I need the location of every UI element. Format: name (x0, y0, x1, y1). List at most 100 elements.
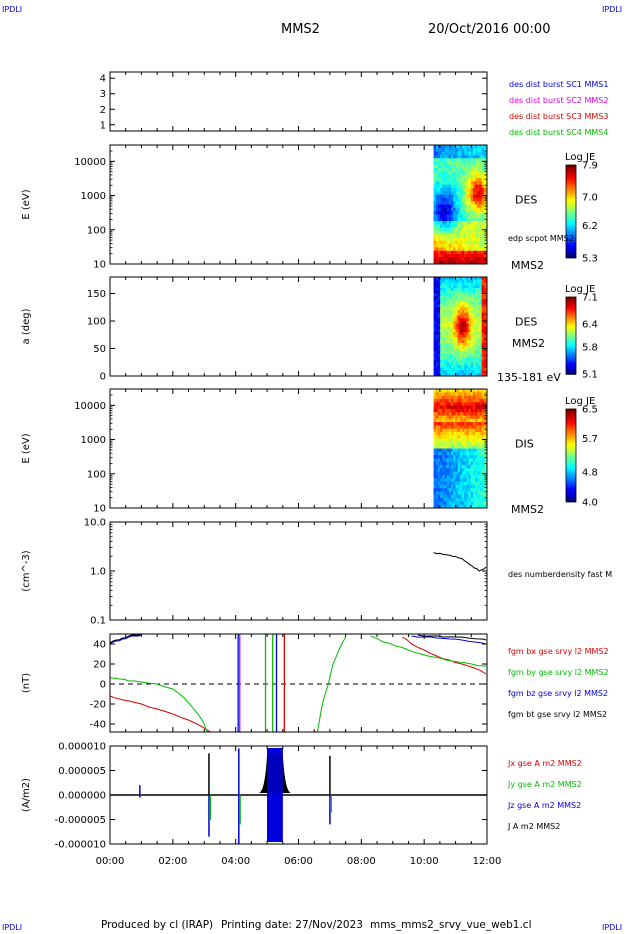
p2-heatmap-cell (455, 240, 459, 245)
p4-heatmap-cell (464, 458, 467, 463)
p3-heatmap-cell (433, 282, 437, 286)
p2-heatmap-cell (451, 184, 454, 189)
p4-heatmap-cell (479, 458, 483, 463)
p2-heatmap-cell (483, 148, 487, 153)
p2-heatmap-cell (483, 207, 487, 212)
p3-heatmap-cell (448, 365, 452, 369)
p3-heatmap-cell (462, 293, 465, 297)
p4-heatmap-cell (481, 484, 485, 489)
p4-heatmap-cell (453, 461, 456, 466)
p2-heatmap-cell (435, 214, 439, 219)
p4-heatmap-cell (433, 431, 437, 436)
p3-heatmap-cell (440, 315, 443, 319)
p3-heatmap-cell (446, 345, 450, 349)
p4-heatmap-cell (440, 412, 443, 416)
p4-heatmap-cell (442, 425, 445, 430)
p3-heatmap-cell (433, 334, 437, 338)
p2-heatmap-cell (477, 171, 480, 176)
p4-heatmap-cell (437, 474, 441, 479)
p4-heatmap-cell (448, 412, 452, 416)
p2-heatmap-cell (451, 201, 454, 205)
p3-heatmap-cell (444, 304, 448, 308)
p4-heatmap-cell (442, 478, 445, 482)
p2-heatmap-cell (437, 197, 441, 202)
p2-heatmap-cell (477, 254, 480, 258)
p3-colorbar-cell (566, 368, 576, 371)
p4-heatmap-cell (455, 405, 459, 410)
p4-heatmap-cell (466, 478, 469, 482)
p4-heatmap-cell (468, 458, 472, 463)
p2-heatmap-cell (464, 217, 467, 222)
p4-heatmap-cell (464, 448, 467, 453)
p3-heatmap-cell (468, 351, 472, 355)
p3-heatmap-cell (437, 296, 441, 300)
p4-heatmap-cell (462, 445, 465, 449)
p2-heatmap-cell (444, 221, 448, 225)
p4-heatmap-cell (437, 484, 441, 489)
p4-heatmap-cell (475, 451, 478, 456)
p4-heatmap-cell (466, 455, 469, 459)
p3-heatmap-cell (462, 343, 465, 347)
p3-heatmap-cell (459, 288, 463, 292)
p4-heatmap-cell (475, 504, 478, 509)
p4-colorbar-cell (566, 411, 576, 415)
p2-heatmap-cell (437, 221, 441, 225)
p2-heatmap-cell (433, 145, 437, 149)
p2-heatmap-cell (466, 145, 469, 149)
p3-heatmap-cell (468, 310, 472, 314)
p4-heatmap-cell (448, 451, 452, 456)
p4-heatmap-cell (448, 418, 452, 423)
p2-heatmap-cell (483, 174, 487, 179)
p4-heatmap-cell (442, 474, 445, 479)
p4-heatmap-cell (448, 501, 452, 506)
p4-heatmap-cell (477, 425, 480, 430)
p3-heatmap-cell (477, 310, 480, 314)
p4-heatmap-cell (455, 412, 459, 416)
p2-heatmap-cell (440, 145, 443, 149)
p3-heatmap-cell (477, 288, 480, 292)
p2-heatmap-cell (437, 161, 441, 166)
p4-colorbar-cell (566, 473, 576, 477)
p2-heatmap-cell (446, 194, 450, 199)
p3-heatmap-cell (455, 304, 459, 308)
p2-heatmap-cell (442, 184, 445, 189)
p3-heatmap-cell (440, 334, 443, 338)
p4-heatmap-cell (462, 498, 465, 502)
p4-heatmap-cell (433, 398, 437, 403)
p2-heatmap-cell (475, 207, 478, 212)
p3-heatmap-cell (462, 329, 465, 333)
p3-heatmap-cell (466, 301, 469, 305)
p4-heatmap-cell (466, 458, 469, 463)
p3-heatmap-cell (457, 334, 461, 338)
p4-heatmap-cell (470, 488, 474, 492)
p3-heatmap-cell (442, 301, 445, 305)
p3-heatmap-cell (451, 296, 454, 300)
p3-heatmap-cell (459, 290, 463, 294)
p4-heatmap-cell (435, 468, 439, 473)
p3-heatmap-cell (446, 367, 450, 371)
p4-heatmap-cell (468, 392, 472, 397)
p4-heatmap-cell (457, 398, 461, 403)
p2-heatmap-cell (483, 191, 487, 195)
p4-heatmap-cell (448, 458, 452, 463)
p2-heatmap-cell (442, 174, 445, 179)
p3-heatmap-cell (440, 367, 443, 371)
p2-heatmap-cell (448, 164, 452, 169)
p4-heatmap-cell (444, 471, 448, 476)
p4-heatmap-cell (440, 448, 443, 453)
p3-heatmap-cell (462, 351, 465, 355)
p3-heatmap-cell (479, 373, 483, 377)
p2-heatmap-cell (477, 207, 480, 212)
p2-heatmap-cell (446, 197, 450, 202)
p3-heatmap-cell (481, 301, 485, 305)
p3-heatmap-cell (453, 301, 456, 305)
p2-heatmap-cell (466, 230, 469, 235)
p2-heatmap-cell (442, 250, 445, 255)
p4-heatmap-cell (448, 445, 452, 449)
p2-heatmap-cell (470, 240, 474, 245)
p4-heatmap-cell (444, 389, 448, 393)
p3-heatmap-cell (433, 329, 437, 333)
p2-heatmap-cell (475, 201, 478, 205)
p2-heatmap-cell (440, 227, 443, 232)
p3-heatmap-cell (451, 285, 454, 289)
